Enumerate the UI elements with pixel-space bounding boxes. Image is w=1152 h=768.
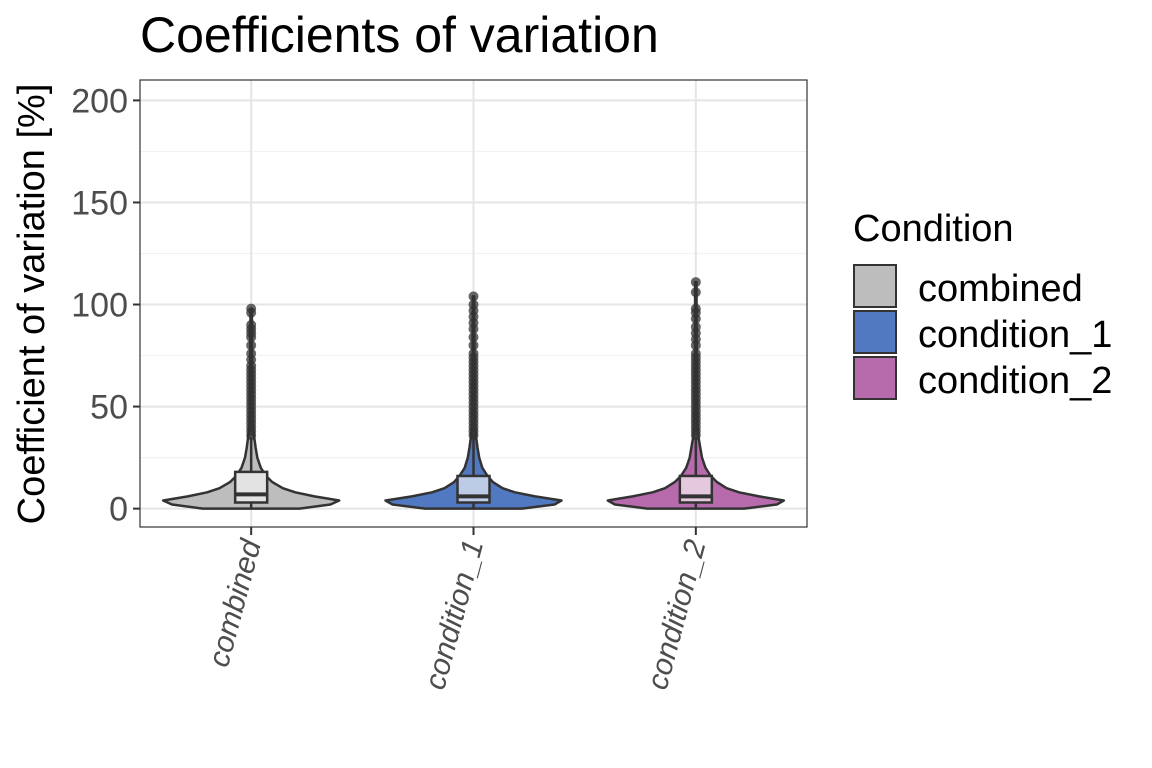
- y-tick-label: 100: [71, 287, 128, 325]
- outlier-point: [468, 332, 479, 343]
- y-tick-label: 0: [109, 491, 128, 529]
- x-tick-label-condition_1: condition_1: [419, 536, 491, 693]
- legend-label-combined: combined: [918, 268, 1083, 310]
- legend-swatch-condition_1: [853, 310, 897, 354]
- outlier-point: [690, 321, 701, 332]
- outlier-point: [246, 348, 257, 359]
- legend-title: Condition: [853, 208, 1014, 250]
- y-tick-label: 200: [71, 82, 128, 120]
- box-condition_1: [456, 474, 491, 504]
- box-condition_2: [678, 474, 714, 504]
- outlier-point: [690, 277, 701, 288]
- legend-swatch-combined: [853, 264, 897, 308]
- outlier-point: [690, 303, 701, 314]
- legend-label-condition_1: condition_1: [918, 314, 1112, 356]
- outlier-point: [246, 340, 257, 351]
- legend-label-condition_2: condition_2: [918, 360, 1112, 402]
- y-axis-label: Coefficient of variation [%]: [11, 84, 53, 525]
- outlier-point: [468, 340, 479, 351]
- outlier-point: [468, 348, 479, 359]
- y-tick-label: 150: [71, 184, 128, 222]
- x-tick-label-condition_2: condition_2: [641, 536, 713, 693]
- outlier-point: [690, 348, 701, 359]
- violin-group-condition_2: [606, 277, 786, 510]
- outlier-point: [468, 299, 479, 310]
- box-combined: [233, 470, 269, 504]
- violin-layer: [161, 277, 786, 510]
- y-tick-label: 50: [90, 389, 128, 427]
- outlier-point: [246, 303, 257, 314]
- outlier-point: [690, 287, 701, 298]
- outlier-point: [246, 319, 257, 330]
- legend-swatch-condition_2: [853, 356, 897, 400]
- violin-group-condition_1: [384, 291, 563, 510]
- x-tick-label-combined: combined: [202, 535, 268, 670]
- outlier-point: [468, 291, 479, 302]
- chart-title: Coefficients of variation: [140, 7, 659, 63]
- violin-group-combined: [161, 303, 341, 510]
